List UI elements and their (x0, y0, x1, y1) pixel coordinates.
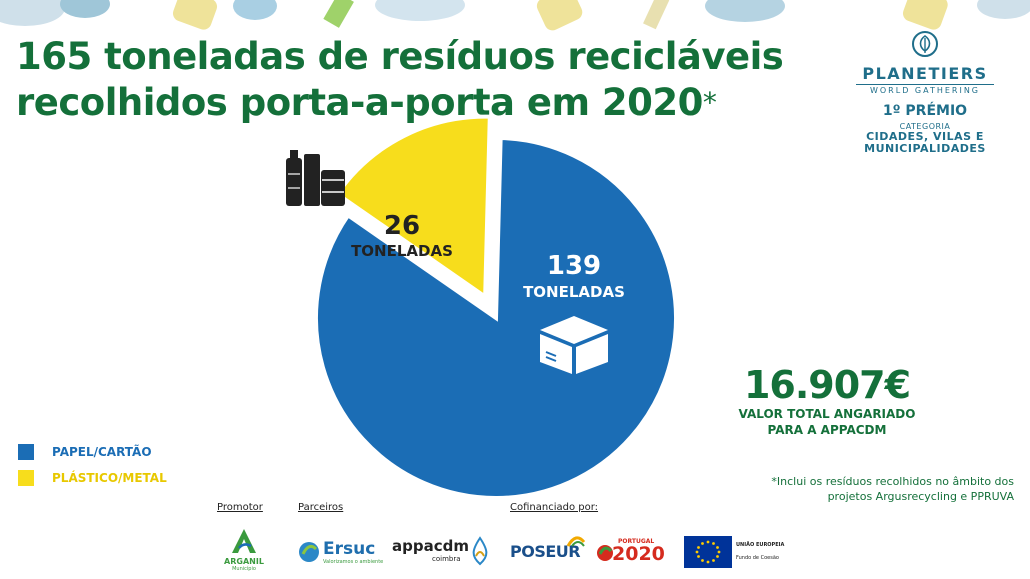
award-subtitle: WORLD GATHERING (869, 86, 981, 95)
poseur-arc-icon (566, 536, 586, 547)
footnote: *Inclui os resíduos recolhidos no âmbito… (704, 474, 1014, 504)
ersuc-tagline: Valorizamos o ambiente (323, 559, 384, 565)
total-raised: 16.907€ VALOR TOTAL ANGARIADO PARA A APP… (722, 364, 932, 438)
leaf-icon (912, 31, 938, 57)
award-category-line1: CIDADES, VILAS E (866, 130, 984, 143)
pie-slice-plastico-metal (334, 114, 492, 301)
arganil-logo: ARGANIL Município (216, 528, 272, 572)
portugal-swirl-icon (597, 545, 613, 561)
poseur-name: POSEUR (510, 542, 581, 561)
arganil-sub: Município (232, 566, 256, 572)
arganil-name: ARGANIL (224, 557, 264, 566)
headline-asterisk: * (702, 86, 717, 119)
eu-flag-icon (684, 536, 732, 568)
footnote-line1: *Inclui os resíduos recolhidos no âmbito… (771, 475, 1014, 488)
appacdm-city: coimbra (432, 555, 461, 563)
cofinanciado-label: Cofinanciado por: (510, 502, 599, 513)
ersuc-name: Ersuc (323, 539, 376, 559)
portugal-name: PORTUGAL (618, 538, 655, 545)
legend-swatch-papel (18, 444, 34, 460)
planetiers-award: PLANETIERS WORLD GATHERING 1º PRÉMIO CAT… (850, 30, 1000, 155)
pie-value-label-papel-cartao: 139 (547, 251, 601, 281)
total-amount: 16.907€ (743, 363, 911, 407)
pie-value-label-plastico-metal: 26 (384, 211, 420, 241)
footnote-line2: projetos Argusrecycling e PPRUVA (827, 490, 1014, 503)
total-label-line1: VALOR TOTAL ANGARIADO (738, 407, 916, 421)
legend-item-plastico: PLÁSTICO/METAL (18, 466, 167, 490)
box-icon (540, 316, 608, 374)
bottles-icon (286, 150, 345, 206)
headline: 165 toneladas de resíduos recicláveis re… (16, 34, 846, 126)
award-category-line2: MUNICIPALIDADES (864, 142, 986, 155)
pie-slice-papel-cartao (314, 136, 678, 500)
parceiros-label: Parceiros (298, 502, 344, 513)
award-category-label: CATEGORIA (899, 122, 951, 131)
decorative-waste-strip (0, 0, 1030, 40)
pie-unit-label-plastico-metal: TONELADAS (351, 242, 453, 260)
portugal-year: 2020 (612, 543, 665, 565)
legend-label-plastico: PLÁSTICO/METAL (52, 471, 167, 485)
total-label-line2: PARA A APPACDM (767, 423, 887, 437)
eu-fund: Fundo de Coesão (736, 555, 779, 561)
appacdm-drop-icon (472, 536, 488, 566)
award-divider (856, 84, 994, 85)
pie-unit-label-papel-cartao: TONELADAS (523, 283, 625, 301)
award-prize: 1º PRÉMIO (882, 103, 968, 119)
headline-line1: 165 toneladas de resíduos recicláveis (16, 35, 784, 78)
legend-swatch-plastico (18, 470, 34, 486)
headline-line2: recolhidos porta-a-porta em 2020 (16, 81, 703, 124)
ersuc-swirl-icon (299, 542, 319, 562)
appacdm-name: appacdm (392, 537, 469, 555)
promotor-label: Promotor (217, 502, 263, 513)
eu-name: UNIÃO EUROPEIA (736, 542, 785, 548)
legend-label-papel: PAPEL/CARTÃO (52, 445, 152, 459)
chart-legend: PAPEL/CARTÃO PLÁSTICO/METAL (18, 440, 167, 492)
arganil-a-icon (232, 529, 256, 553)
legend-item-papel: PAPEL/CARTÃO (18, 440, 167, 464)
award-brand: PLANETIERS (862, 64, 988, 83)
